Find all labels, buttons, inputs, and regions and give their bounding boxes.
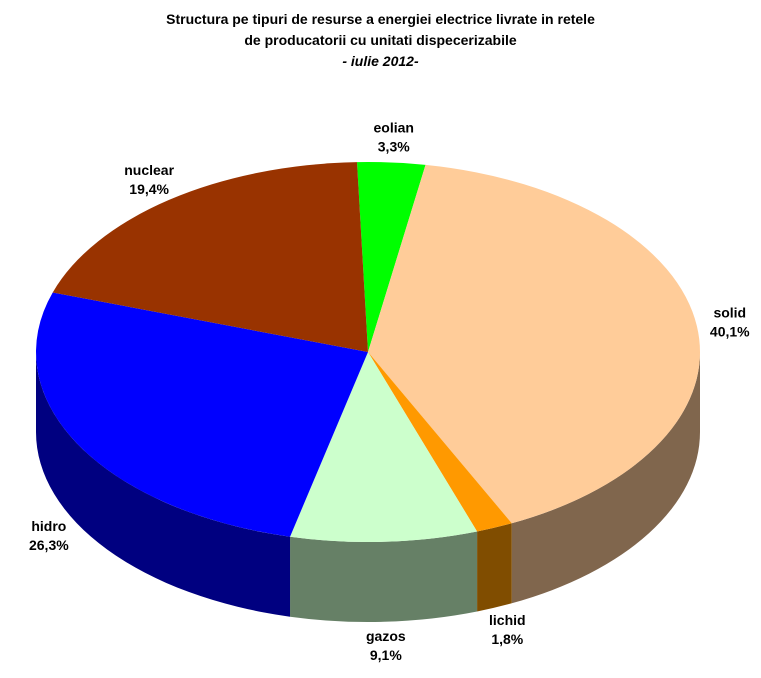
slice-value-label: 40,1% [710, 323, 750, 339]
slice-label: gazos [366, 628, 406, 644]
slice-value-label: 1,8% [491, 631, 523, 647]
pie-slice [290, 352, 478, 542]
pie-slice [368, 164, 700, 524]
slice-value-label: 3,3% [378, 139, 410, 155]
pie-side [290, 531, 478, 622]
pie-slice [52, 162, 368, 352]
pie-slice [356, 162, 426, 352]
chart-subtitle: - iulie 2012- [342, 53, 419, 69]
slice-label: hidro [31, 518, 66, 534]
slice-value-label: 9,1% [370, 647, 402, 663]
chart-header: Structura pe tipuri de resurse a energie… [0, 9, 761, 72]
slice-label: eolian [373, 120, 413, 136]
slice-label: lichid [489, 612, 526, 628]
pie-slice [36, 292, 369, 537]
pie-side [36, 352, 291, 617]
slice-value-label: 26,3% [29, 537, 69, 553]
slice-value-label: 19,4% [129, 181, 169, 197]
slice-label: nuclear [124, 162, 174, 178]
pie-side [477, 523, 512, 612]
chart-title: Structura pe tipuri de resurse a energie… [166, 11, 595, 48]
slice-label: solid [713, 304, 746, 320]
pie-side [511, 352, 700, 604]
pie-slice [368, 352, 512, 532]
